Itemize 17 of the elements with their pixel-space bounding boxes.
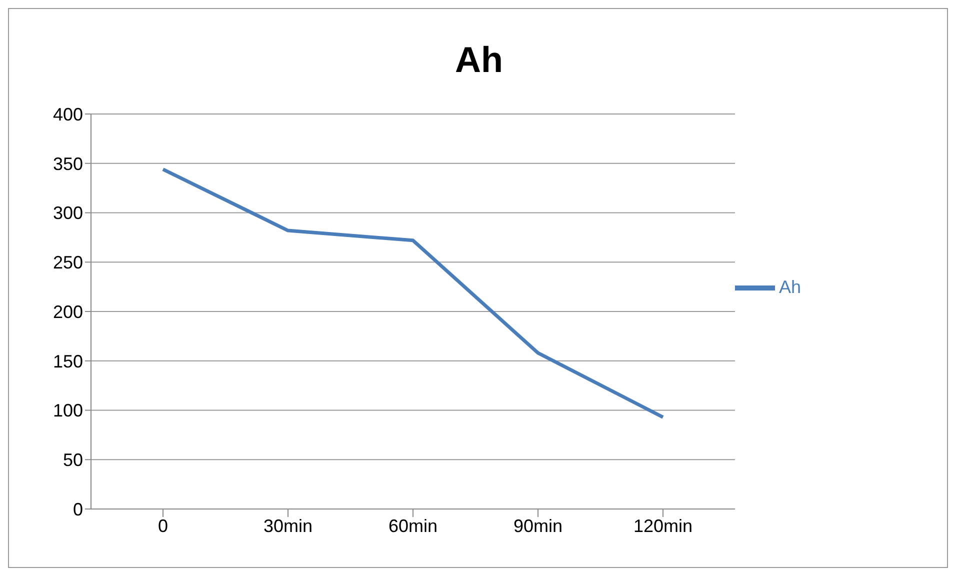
x-tick-label: 60min (388, 516, 438, 536)
y-tick-label: 300 (52, 203, 83, 224)
y-tick-label: 250 (52, 252, 83, 273)
y-tick-label: 50 (62, 450, 83, 470)
x-tick-label: 0 (158, 516, 168, 536)
x-tick-label: 90min (513, 516, 562, 536)
y-tick-label: 150 (52, 351, 83, 372)
y-tick-label: 200 (52, 302, 83, 322)
y-tick-label: 100 (52, 400, 83, 421)
chart-title: Ah (454, 39, 504, 81)
x-tick-label: 30min (263, 516, 313, 536)
x-tick-label: 120min (633, 516, 692, 536)
y-tick-label: 400 (52, 104, 83, 124)
legend-label: Ah (778, 276, 801, 297)
y-tick-label: 350 (52, 154, 83, 174)
line-series (161, 168, 665, 419)
y-tick-label: 0 (72, 499, 83, 520)
